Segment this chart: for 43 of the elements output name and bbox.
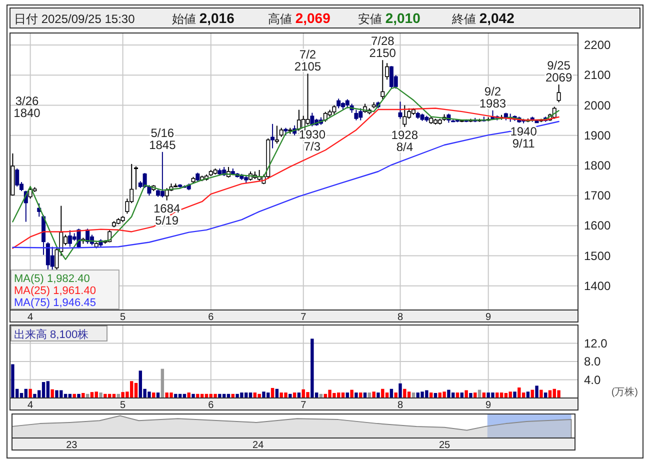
y-tick-label: 1600 bbox=[584, 218, 612, 233]
y-tick-label: 2000 bbox=[584, 98, 612, 112]
annotation: 7/2 2105 bbox=[294, 48, 322, 74]
text: 安値 2,010 bbox=[358, 10, 421, 26]
annotation: 1930 7/3 bbox=[298, 127, 326, 154]
x-tick-label: 4 bbox=[28, 400, 34, 411]
y-tick-label: 1500 bbox=[584, 248, 612, 263]
y-tick-label: 4.0 bbox=[584, 372, 602, 387]
annotation: 1928 8/4 bbox=[391, 128, 418, 154]
annotation: 3/26 1840 bbox=[14, 94, 41, 120]
x-tick-label: 8 bbox=[397, 400, 404, 411]
chart-title: 出来高 8,100株 bbox=[14, 328, 89, 341]
legend: MA(5) 1,982.40 MA(25) 1,961.40 MA(75) 1,946.45 bbox=[10, 270, 120, 310]
y-tick-label: 1700 bbox=[584, 188, 612, 203]
x-tick-label: 4 bbox=[28, 312, 34, 323]
annotation: 7/28 2150 bbox=[369, 34, 396, 60]
x-tick-label: 9 bbox=[486, 400, 492, 411]
y-tick-label: 12.0 bbox=[584, 336, 608, 350]
y-tick-label: 1900 bbox=[584, 128, 612, 142]
annotation: 9/25 2069 bbox=[545, 58, 572, 84]
text: 高値 2,069 bbox=[268, 10, 331, 26]
x-tick-label: 24 bbox=[252, 440, 264, 451]
text: 始値 2,016 bbox=[172, 10, 235, 26]
text: 日付 2025/09/25 15:30 bbox=[14, 12, 136, 26]
y-tick-label: 1800 bbox=[584, 158, 612, 172]
x-tick-label: 7 bbox=[300, 312, 307, 323]
x-tick-label: 5 bbox=[120, 400, 126, 411]
y-axis-title: (万株) bbox=[611, 386, 638, 398]
annotation: 9/2 1983 bbox=[479, 84, 506, 110]
x-tick-label: 9 bbox=[486, 312, 492, 323]
x-tick-label: 5 bbox=[120, 312, 126, 323]
text: 終値 2,042 bbox=[451, 10, 515, 26]
y-tick-label: 2200 bbox=[584, 38, 612, 52]
x-tick-label: 25 bbox=[438, 440, 450, 451]
y-tick-label: 2100 bbox=[584, 68, 612, 82]
x-tick-label: 6 bbox=[208, 400, 214, 411]
y-tick-label: 8.0 bbox=[584, 354, 602, 368]
x-tick-label: 8 bbox=[397, 312, 404, 323]
x-tick-label: 23 bbox=[66, 440, 78, 451]
y-tick-label: 1400 bbox=[584, 278, 612, 293]
x-tick-label: 6 bbox=[208, 312, 214, 323]
annotation: 5/16 1845 bbox=[149, 126, 176, 152]
x-tick-label: 7 bbox=[300, 400, 307, 411]
